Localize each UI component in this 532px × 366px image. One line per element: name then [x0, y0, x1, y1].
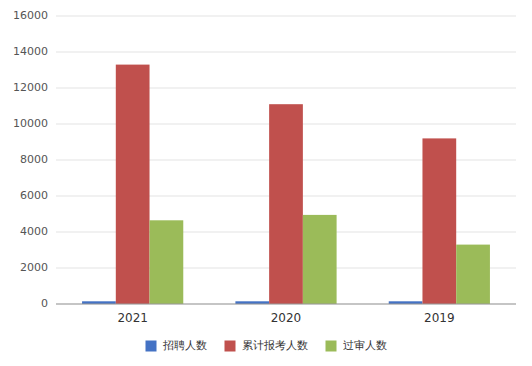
y-tick-label: 2000	[20, 261, 48, 274]
x-tick-label: 2020	[271, 311, 302, 325]
y-tick-label: 4000	[20, 225, 48, 238]
legend-item: 招聘人数	[146, 339, 207, 352]
legend-label: 招聘人数	[162, 339, 207, 352]
legend-swatch	[326, 341, 337, 352]
bar	[422, 138, 456, 304]
legend: 招聘人数 累计报考人数 过审人数	[146, 339, 387, 352]
x-tick-label: 2021	[117, 311, 148, 325]
legend-swatch	[146, 341, 157, 352]
x-tick-label: 2019	[424, 311, 455, 325]
y-tick-label: 6000	[20, 189, 48, 202]
grid-line	[56, 304, 516, 305]
bar	[269, 104, 303, 304]
y-axis: 0 2000 4000 6000 8000 10000 12000 14000 16000	[13, 9, 48, 310]
y-tick-label: 14000	[13, 45, 48, 58]
grid-line	[56, 16, 516, 17]
y-tick-label: 10000	[13, 117, 48, 130]
bar	[303, 215, 337, 304]
bar	[116, 65, 150, 304]
y-tick-label: 16000	[13, 9, 48, 22]
x-axis: 2021 2020 2019	[56, 304, 516, 325]
legend-item: 累计报考人数	[225, 339, 308, 352]
y-tick-label: 8000	[20, 153, 48, 166]
bar	[150, 220, 184, 304]
x-axis-line	[56, 304, 516, 305]
bar	[456, 245, 490, 304]
bars	[82, 65, 490, 304]
chart: 0 2000 4000 6000 8000 10000 12000 14000 16000 202…	[0, 0, 532, 366]
y-tick-label: 12000	[13, 81, 48, 94]
y-tick-label: 0	[41, 297, 48, 310]
grid	[56, 16, 516, 304]
legend-label: 过审人数	[343, 339, 387, 352]
grid-line	[56, 52, 516, 53]
chart-container: 0 2000 4000 6000 8000 10000 12000 14000 16000 202…	[0, 0, 532, 366]
legend-label: 累计报考人数	[242, 339, 308, 352]
legend-item: 过审人数	[326, 339, 387, 352]
legend-swatch	[225, 341, 236, 352]
